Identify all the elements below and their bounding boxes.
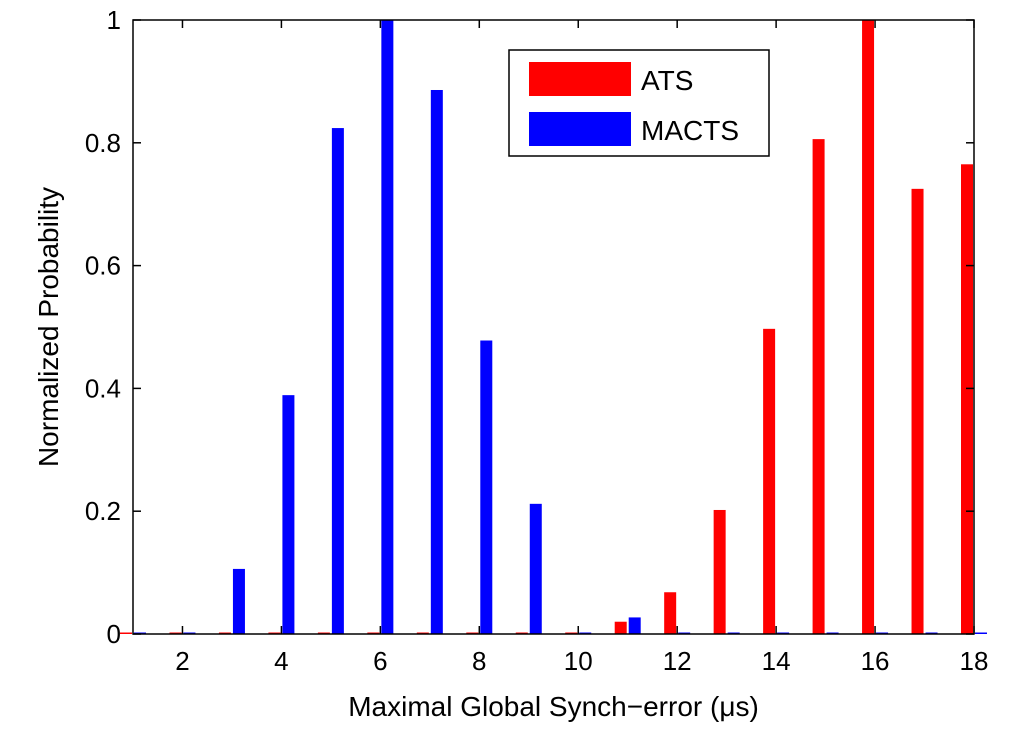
bar-ats-15 [812, 139, 825, 634]
x-tick-label: 6 [373, 646, 387, 676]
bar-ats-12 [664, 592, 677, 634]
y-axis-title: Normalized Probability [33, 187, 64, 467]
x-tick-label: 16 [861, 646, 890, 676]
bar-macts-8 [480, 340, 493, 634]
bar-macts-4 [282, 395, 295, 634]
legend-label-macts: MACTS [641, 115, 739, 146]
bar-macts-6 [381, 20, 394, 634]
bar-macts-5 [331, 128, 344, 634]
y-tick-label: 0.4 [85, 373, 121, 403]
y-tick-label: 0.8 [85, 128, 121, 158]
bar-ats-18 [961, 164, 973, 635]
bar-ats-11 [614, 621, 627, 634]
bar-macts-7 [430, 89, 443, 635]
bar-macts-11 [628, 617, 641, 634]
x-axis: 2 4 6 8 10 12 14 16 18 [175, 20, 988, 676]
x-tick-label: 4 [274, 646, 288, 676]
bar-ats-16 [862, 20, 875, 634]
legend-label-ats: ATS [641, 65, 693, 96]
x-tick-label: 2 [175, 646, 189, 676]
bar-macts-3 [232, 568, 245, 634]
x-tick-label: 14 [762, 646, 791, 676]
bar-macts-18 [975, 632, 987, 634]
legend-swatch-macts [529, 112, 631, 146]
bar-ats-1 [120, 632, 132, 634]
x-tick-label: 8 [472, 646, 486, 676]
y-tick-label: 0 [107, 619, 121, 649]
y-tick-label: 1 [107, 5, 121, 35]
legend: ATS MACTS [508, 49, 770, 157]
bars-layer [120, 20, 987, 635]
y-tick-label: 0.6 [85, 251, 121, 281]
y-tick-label: 0.2 [85, 496, 121, 526]
x-tick-label: 12 [663, 646, 692, 676]
bar-ats-13 [713, 509, 726, 634]
bar-macts-9 [529, 503, 542, 634]
x-tick-label: 10 [564, 646, 593, 676]
bar-ats-17 [911, 188, 924, 634]
plot-area-frame [132, 19, 975, 635]
legend-swatch-ats [529, 62, 631, 96]
x-axis-title: Maximal Global Synch−error (μs) [348, 691, 759, 722]
y-axis: 0 0.2 0.4 0.6 0.8 1 [85, 5, 974, 649]
x-tick-label: 18 [960, 646, 989, 676]
bar-ats-14 [763, 328, 776, 634]
